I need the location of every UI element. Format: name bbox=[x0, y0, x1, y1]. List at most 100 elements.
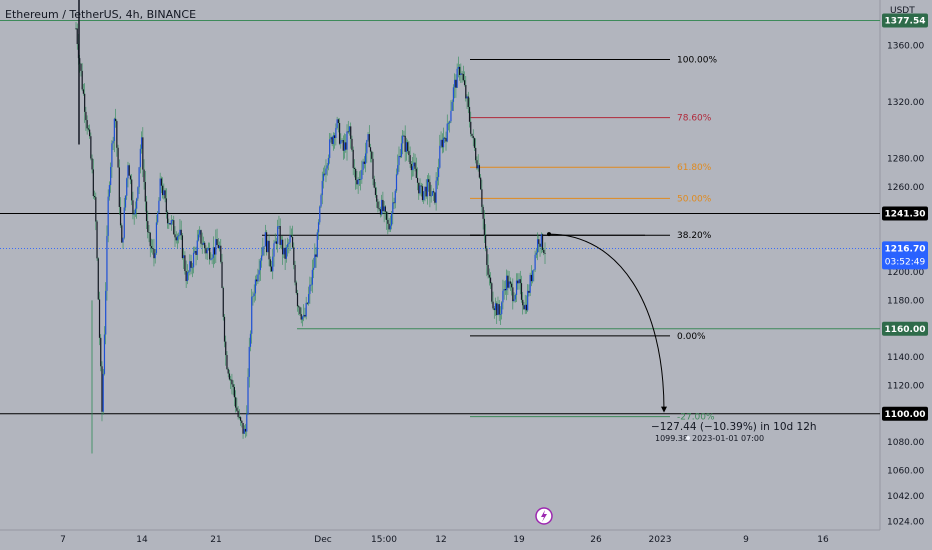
candle-body bbox=[457, 66, 459, 69]
candle-body bbox=[75, 28, 77, 30]
candle-body bbox=[217, 244, 219, 249]
fib-level-label: 100.00% bbox=[677, 56, 717, 66]
candle-body bbox=[329, 139, 331, 158]
symbol-title[interactable]: Ethereum / TetherUS, 4h, BINANCE bbox=[5, 8, 197, 21]
candle-body bbox=[183, 255, 185, 259]
candle-body bbox=[268, 240, 270, 260]
candle-body bbox=[122, 237, 124, 243]
candle-body bbox=[437, 167, 440, 178]
candle-body bbox=[263, 246, 265, 248]
candle-body bbox=[421, 186, 424, 201]
candle-body bbox=[461, 73, 463, 75]
fib-level-label: 0.00% bbox=[677, 332, 706, 342]
candle-body bbox=[207, 248, 210, 250]
candle-body bbox=[118, 167, 120, 207]
candle-body bbox=[220, 245, 222, 262]
candle-body bbox=[192, 252, 195, 268]
candle-body bbox=[274, 241, 276, 244]
price-axis-badge bbox=[882, 13, 928, 28]
candle-body bbox=[434, 192, 436, 203]
candle-body bbox=[238, 416, 240, 418]
candle-body bbox=[394, 190, 396, 203]
candle-body bbox=[315, 254, 317, 257]
candle-body bbox=[330, 137, 332, 140]
candle-body bbox=[470, 121, 472, 134]
projection-arrowhead bbox=[661, 406, 667, 413]
candle-body bbox=[241, 420, 243, 423]
candle-body bbox=[249, 333, 252, 347]
projection-label: −127.44 (−10.39%) in 10d 12h bbox=[651, 421, 817, 433]
candle-body bbox=[392, 202, 394, 214]
candle-body bbox=[473, 138, 476, 148]
candle-body bbox=[350, 126, 352, 139]
price-axis-badge-value: 1241.30 bbox=[885, 210, 926, 220]
candle-body bbox=[369, 147, 372, 152]
candle-body bbox=[259, 260, 261, 271]
price-axis-badge-value: 1100.00 bbox=[885, 410, 926, 420]
candle-body bbox=[456, 68, 458, 88]
candle-body bbox=[280, 239, 283, 245]
candle-body bbox=[409, 155, 411, 164]
candle-body bbox=[293, 247, 295, 265]
candle-body bbox=[536, 239, 539, 253]
candle-body bbox=[367, 134, 369, 141]
candle-body bbox=[206, 249, 208, 254]
candle-body bbox=[485, 235, 487, 249]
candle-body bbox=[176, 236, 179, 241]
candle-body bbox=[543, 249, 545, 253]
candle-body bbox=[338, 123, 341, 144]
candle-body bbox=[131, 179, 133, 201]
candle-body bbox=[221, 261, 223, 288]
candle-body bbox=[325, 168, 327, 175]
time-tick-label: 16 bbox=[817, 535, 829, 545]
candle-body bbox=[96, 221, 98, 259]
candle-body bbox=[180, 229, 182, 236]
candle-body bbox=[312, 267, 315, 270]
candle-body bbox=[132, 200, 134, 215]
candle-body bbox=[279, 226, 281, 245]
fib-level-label: 61.80% bbox=[677, 163, 712, 173]
candle-body bbox=[202, 242, 205, 245]
candle-body bbox=[235, 397, 237, 408]
price-tick-label: 1200.00 bbox=[887, 268, 924, 278]
candle-body bbox=[347, 131, 349, 133]
candle-body bbox=[197, 234, 200, 241]
candle-body bbox=[513, 299, 515, 302]
candle-body bbox=[158, 200, 160, 213]
candle-body bbox=[223, 316, 226, 342]
candle-body bbox=[264, 232, 266, 247]
candle-body bbox=[541, 234, 544, 250]
candle-body bbox=[136, 198, 138, 209]
price-tick-label: 1360.00 bbox=[887, 41, 924, 51]
candle-body bbox=[199, 230, 201, 235]
candle-body bbox=[523, 305, 525, 310]
candle-body bbox=[175, 237, 177, 241]
price-tick-label: 1120.00 bbox=[887, 381, 924, 391]
candle-body bbox=[428, 179, 430, 183]
candle-body bbox=[200, 230, 202, 244]
candle-body bbox=[352, 149, 354, 168]
candle-body bbox=[533, 269, 535, 271]
candle-body bbox=[215, 239, 217, 255]
time-tick-label: 21 bbox=[210, 535, 221, 545]
candle-body bbox=[468, 106, 471, 122]
candle-body bbox=[248, 346, 250, 377]
candle-body bbox=[446, 123, 448, 142]
lightning-glyph bbox=[541, 510, 547, 522]
candle-body bbox=[285, 247, 287, 259]
candle-body bbox=[283, 247, 285, 255]
price-tick-label: 1320.00 bbox=[887, 98, 924, 108]
candle-body bbox=[539, 243, 541, 247]
candle-body bbox=[226, 355, 228, 370]
candle-body bbox=[408, 151, 410, 156]
candle-body bbox=[265, 232, 268, 253]
candle-body bbox=[378, 208, 380, 210]
candle-body bbox=[336, 119, 338, 128]
candle-body bbox=[119, 206, 122, 226]
candle-body bbox=[92, 169, 94, 197]
candle-body bbox=[111, 143, 113, 168]
candle-body bbox=[499, 314, 502, 315]
candle-body bbox=[472, 135, 474, 139]
candle-body bbox=[149, 232, 151, 247]
